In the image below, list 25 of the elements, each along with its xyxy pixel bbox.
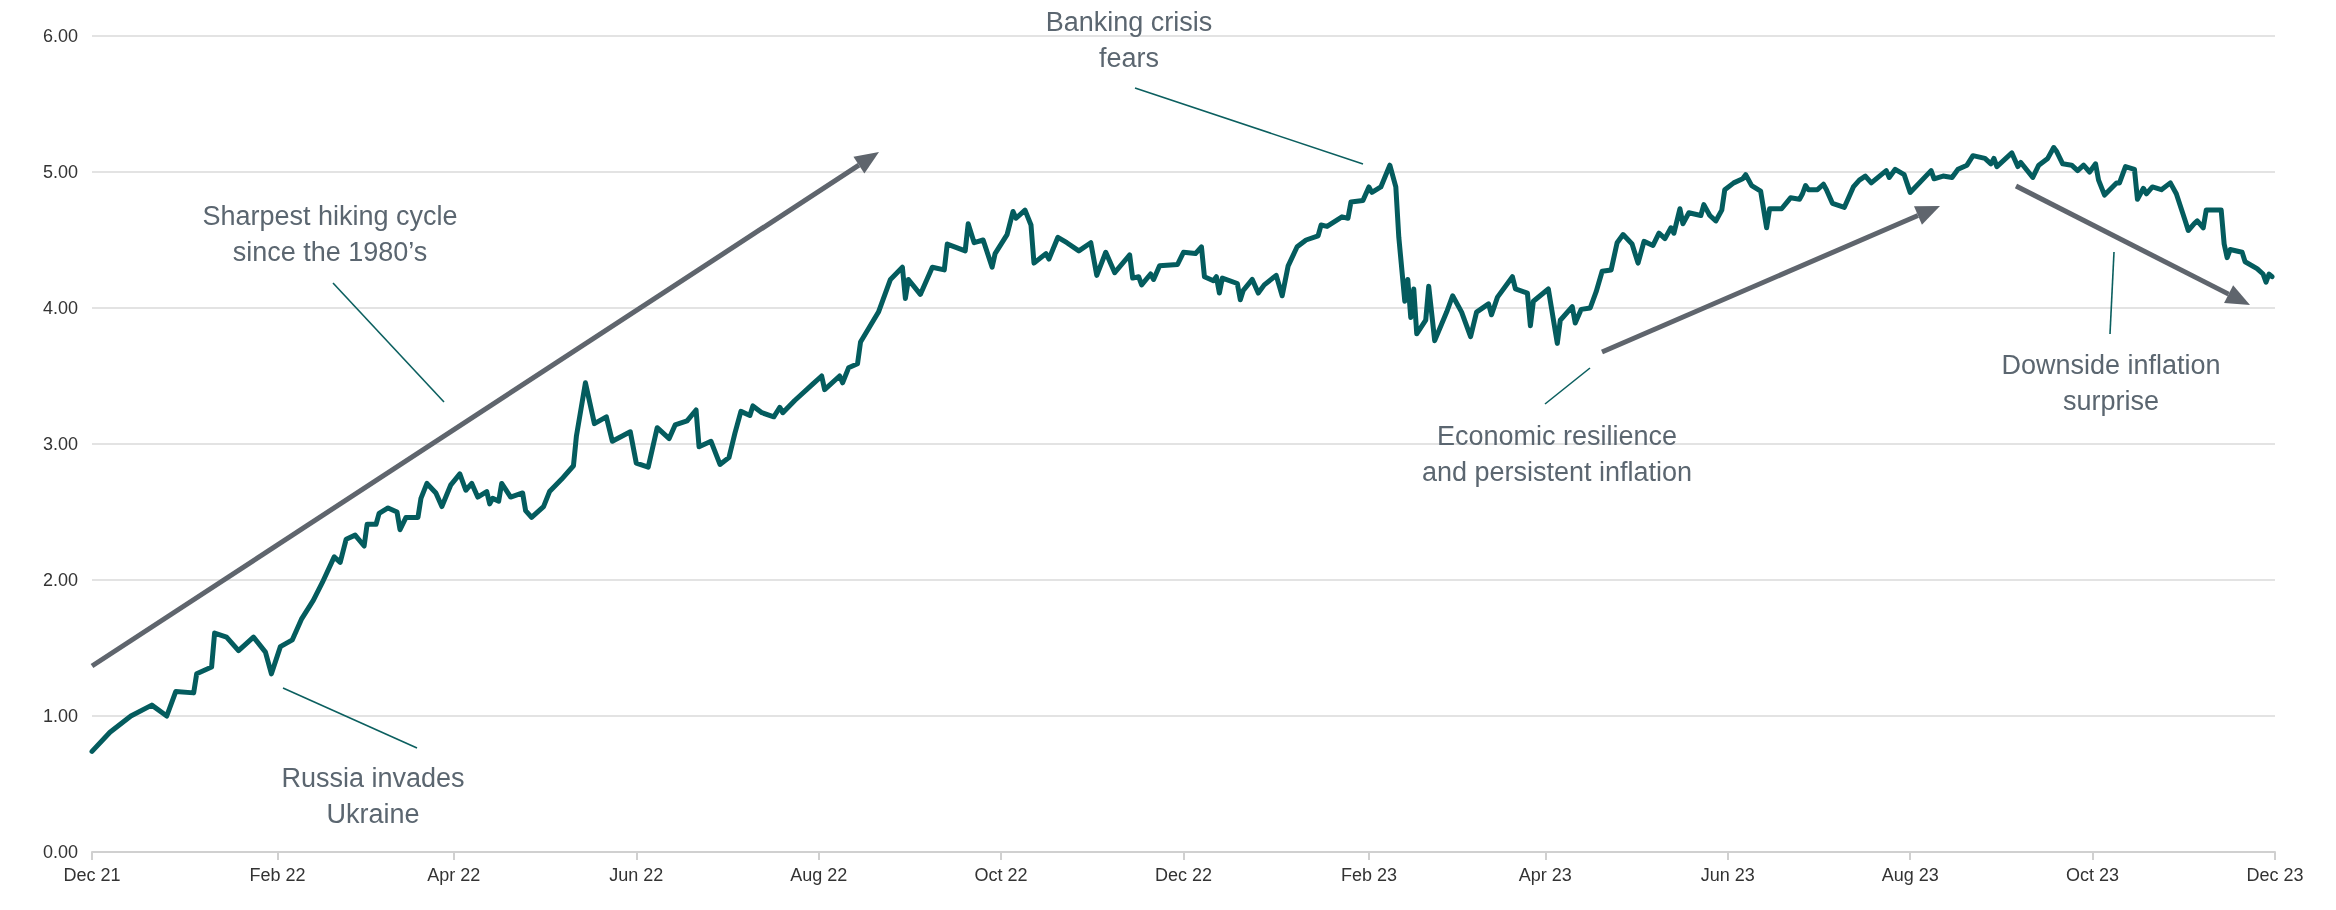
annotation: Sharpest hiking cycle since the 1980’s <box>202 200 458 269</box>
y-tick-label: 2.00 <box>42 570 78 590</box>
x-tick-label: Jun 22 <box>609 865 664 885</box>
y-tick-label: 5.00 <box>42 162 78 182</box>
x-tick-label: Aug 22 <box>790 865 848 885</box>
x-tick-label: Feb 23 <box>1340 865 1397 885</box>
x-tick-label: Apr 23 <box>1518 865 1572 885</box>
x-tick-label: Aug 23 <box>1881 865 1939 885</box>
annotation: Downside inflation surprise <box>2001 349 2221 418</box>
x-tick-label: Dec 23 <box>2246 865 2304 885</box>
x-tick-label: Oct 22 <box>974 865 1028 885</box>
annotation: Russia invades Ukraine <box>281 762 465 831</box>
y-tick-label: 3.00 <box>42 434 78 454</box>
x-tick-label: Apr 22 <box>427 865 481 885</box>
x-tick-label: Dec 22 <box>1154 865 1213 885</box>
annotation: Banking crisis fears <box>1045 6 1213 75</box>
annotation: Economic resilience and persistent inflation <box>1421 420 1693 489</box>
y-tick-label: 0.00 <box>42 842 78 862</box>
x-tick-label: Feb 22 <box>249 865 306 885</box>
y-tick-label: 6.00 <box>42 26 78 46</box>
x-tick-label: Jun 23 <box>1700 865 1755 885</box>
x-tick-label: Oct 23 <box>2066 865 2120 885</box>
x-tick-label: Dec 21 <box>63 865 121 885</box>
y-tick-label: 1.00 <box>42 706 78 726</box>
y-tick-label: 4.00 <box>42 298 78 318</box>
